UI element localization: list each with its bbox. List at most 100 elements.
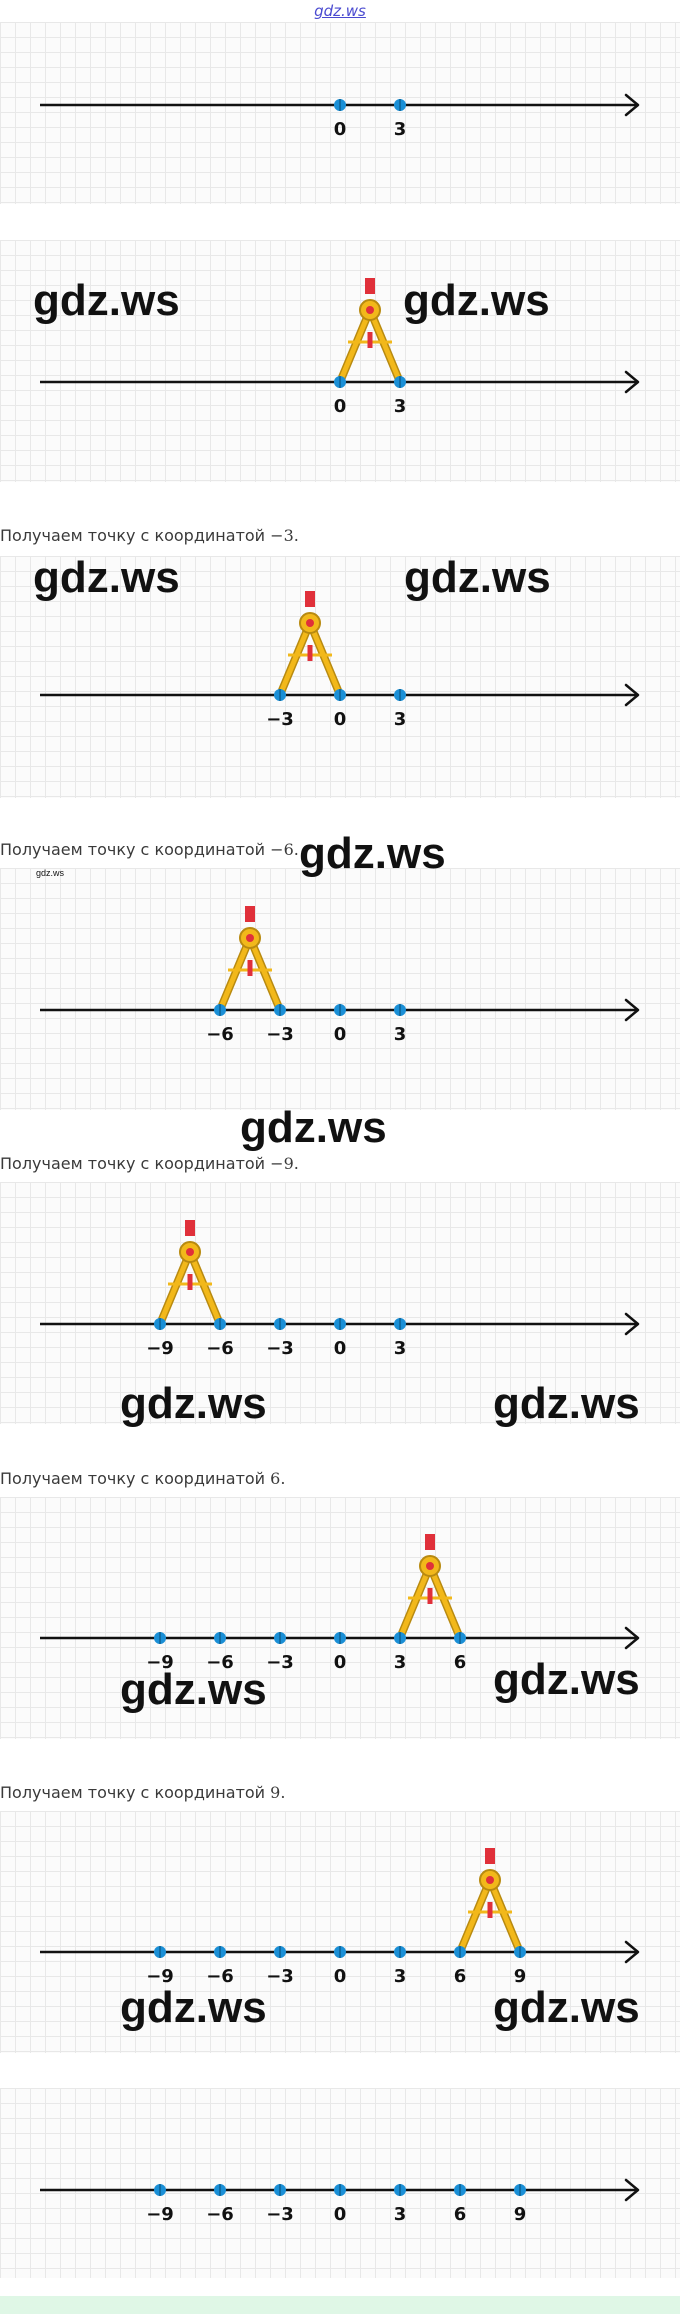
number-line-7: −9 −6 −3 0 3 6 9 <box>40 1848 640 1987</box>
compass-icon <box>276 591 344 699</box>
compass-hinge-center <box>186 1248 194 1256</box>
tick-label: −9 <box>146 2204 174 2225</box>
compass-handle <box>185 1220 195 1236</box>
tick-label: 3 <box>394 709 407 730</box>
compass-handle <box>245 906 255 922</box>
axis-arrow <box>624 683 640 707</box>
tick-label: 3 <box>394 396 407 417</box>
compass-screw <box>307 645 313 661</box>
tick-label: 3 <box>394 2204 407 2225</box>
compass-leg <box>337 307 373 385</box>
tick-label: 0 <box>334 1338 347 1359</box>
compass-handle <box>305 591 315 607</box>
compass-leg <box>217 935 253 1013</box>
axis-arrow <box>624 1312 640 1336</box>
tick-label: 0 <box>334 1024 347 1045</box>
axis-arrow <box>624 1626 640 1650</box>
compass-screw <box>247 960 253 976</box>
watermark: gdz.ws <box>493 1379 640 1428</box>
tick-label: 0 <box>334 2204 347 2225</box>
caption-text: Получаем точку с координатой <box>0 1783 266 1802</box>
compass-icon <box>336 278 404 386</box>
result-caption-5: Получаем точку с координатой 9. <box>0 1783 285 1802</box>
compass-hinge-center <box>366 306 374 314</box>
compass-hinge-center <box>486 1876 494 1884</box>
tick-label: −3 <box>266 709 294 730</box>
number-line-4: −6 −3 0 3 <box>40 906 640 1045</box>
caption-text: Получаем точку с координатой <box>0 526 266 545</box>
tick-label: 9 <box>514 1966 527 1987</box>
caption-text: Получаем точку с координатой <box>0 1154 266 1173</box>
caption-value: 9. <box>270 1783 286 1802</box>
compass-hinge-center <box>306 619 314 627</box>
axis-arrow <box>624 370 640 394</box>
tick-label: −9 <box>146 1338 174 1359</box>
compass-leg <box>427 1563 463 1641</box>
compass-screw <box>187 1274 193 1290</box>
caption-text: Получаем точку с координатой <box>0 1469 266 1488</box>
tick-label: −6 <box>206 1024 234 1045</box>
compass-leg <box>367 307 403 385</box>
compass-leg <box>277 620 313 698</box>
compass-leg <box>487 1877 523 1955</box>
number-line-6: −9 −6 −3 0 3 6 <box>40 1534 640 1673</box>
number-line-5: −9 −6 −3 0 3 <box>40 1220 640 1359</box>
tick-label: −6 <box>206 1338 234 1359</box>
tick-label: −6 <box>206 1652 234 1673</box>
compass-leg <box>187 1249 223 1327</box>
tick-label: 9 <box>514 2204 527 2225</box>
number-line-3: −3 0 3 <box>40 591 640 730</box>
number-line-figure-3: −3 0 3 <box>0 556 680 798</box>
tick-label: 3 <box>394 119 407 140</box>
tick-label: 6 <box>454 2204 467 2225</box>
watermark: gdz.ws <box>120 1379 267 1428</box>
compass-screw <box>487 1902 493 1918</box>
tick-label: −9 <box>146 1652 174 1673</box>
watermark: gdz.ws <box>33 553 180 602</box>
caption-value: −3. <box>270 526 299 545</box>
compass-handle <box>365 278 375 294</box>
compass-leg <box>307 620 343 698</box>
tick-label: −6 <box>206 2204 234 2225</box>
axis-arrow <box>624 1940 640 1964</box>
compass-icon <box>396 1534 464 1642</box>
tick-label: −3 <box>266 2204 294 2225</box>
compass-leg <box>397 1563 433 1641</box>
caption-text: Получаем точку с координатой <box>0 840 266 859</box>
site-logo-link[interactable]: gdz.ws <box>314 2 366 20</box>
tick-label: 0 <box>334 119 347 140</box>
axis-arrow <box>624 93 640 117</box>
compass-screw <box>367 332 373 348</box>
tick-label: 6 <box>454 1966 467 1987</box>
tick-label: −3 <box>266 1338 294 1359</box>
compass-leg <box>247 935 283 1013</box>
compass-leg <box>457 1877 493 1955</box>
tick-label: 0 <box>334 1966 347 1987</box>
watermark: gdz.ws <box>493 1655 640 1704</box>
tick-label: 3 <box>394 1338 407 1359</box>
watermark: gdz.ws <box>403 276 550 325</box>
tick-label: 3 <box>394 1024 407 1045</box>
tick-label: 3 <box>394 1652 407 1673</box>
number-line-figure-7: −9 −6 −3 0 3 6 9 <box>0 1811 680 2053</box>
caption-value: −9. <box>270 1154 299 1173</box>
result-caption-2: Получаем точку с координатой −6. <box>0 840 299 859</box>
watermark: gdz.ws <box>493 1983 640 2032</box>
number-line-figure-6: −9 −6 −3 0 3 6 <box>0 1497 680 1739</box>
tick-label: 0 <box>334 396 347 417</box>
watermark-small: gdz.ws <box>36 868 65 878</box>
number-line-figure-8: −9 −6 −3 0 3 6 9 <box>0 2088 680 2278</box>
tick-label: 0 <box>334 1652 347 1673</box>
number-line-8: −9 −6 −3 0 3 6 9 <box>40 2178 640 2225</box>
tick-label: 0 <box>334 709 347 730</box>
tick-label: −6 <box>206 1966 234 1987</box>
result-caption-4: Получаем точку с координатой 6. <box>0 1469 285 1488</box>
tick-label: −3 <box>266 1966 294 1987</box>
tick-label: 6 <box>454 1652 467 1673</box>
compass-icon <box>156 1220 224 1328</box>
compass-handle <box>485 1848 495 1864</box>
